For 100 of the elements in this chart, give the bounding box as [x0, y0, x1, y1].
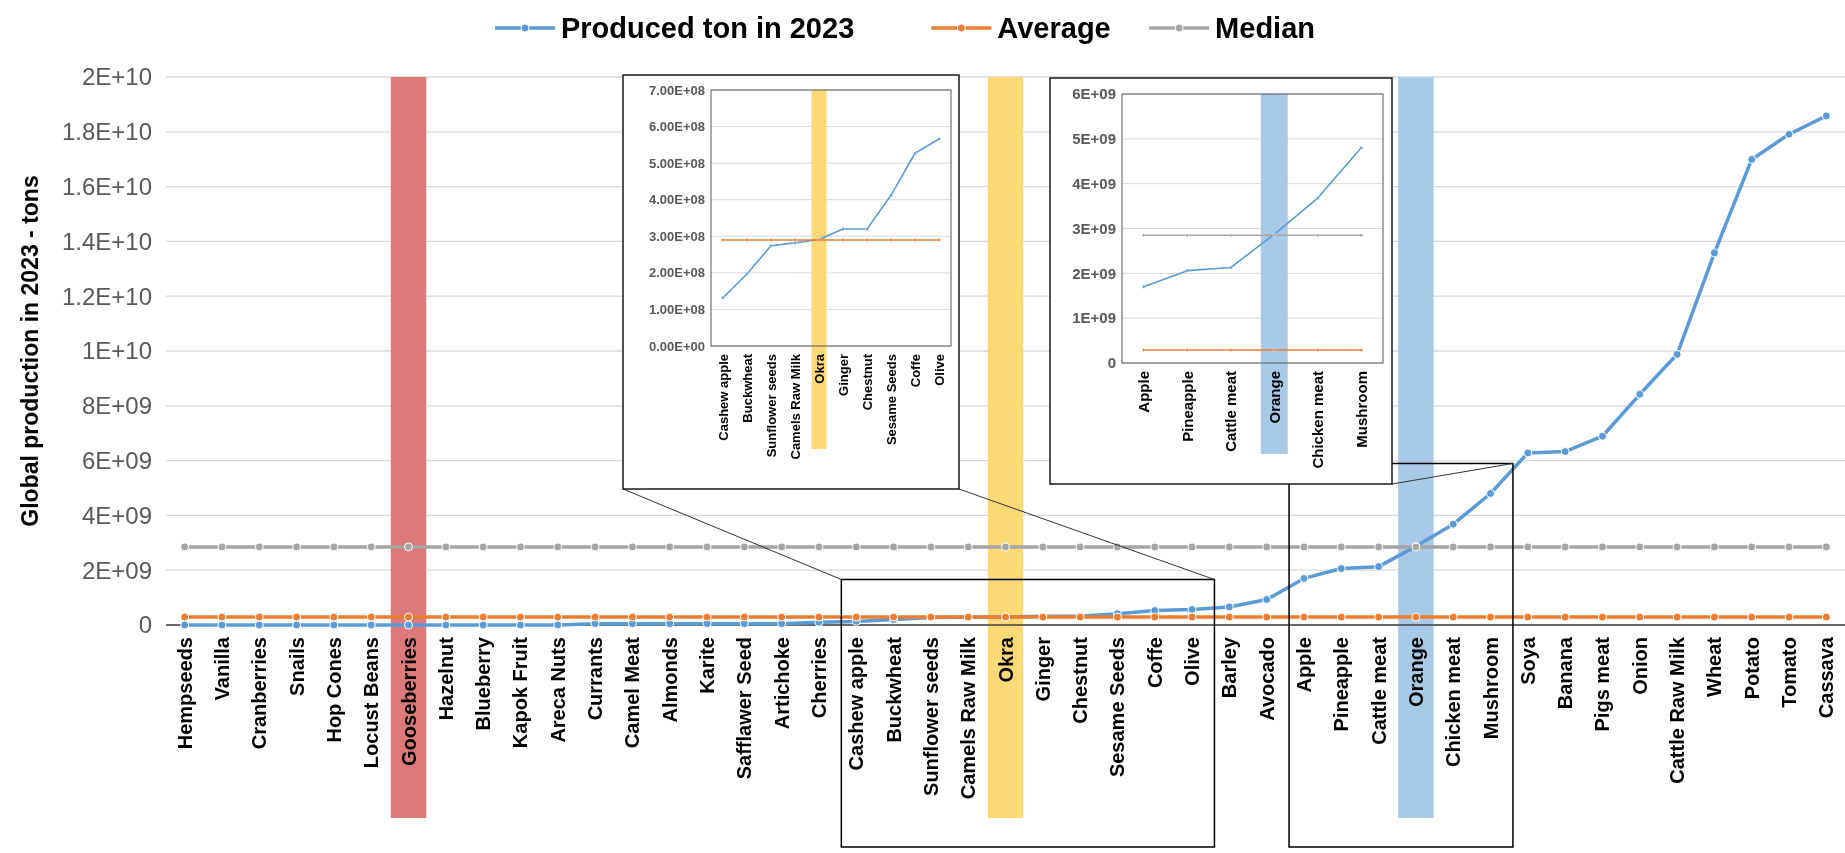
point [1224, 602, 1234, 612]
x-tick-label: Coffe [1143, 637, 1166, 689]
point [1821, 542, 1831, 552]
point [1635, 612, 1645, 622]
point [1075, 542, 1085, 552]
y-tick-label: 0.00E+00 [648, 338, 705, 354]
x-tick-label: Cherries [807, 637, 830, 719]
point [478, 542, 488, 552]
y-tick-label: 2E+09 [1072, 264, 1116, 282]
y-tick-label: 7.00E+08 [648, 82, 705, 98]
x-tick-label: Sunflower seeds [763, 354, 779, 458]
point [1411, 612, 1421, 622]
x-tick-label: Kapok Fruit [509, 636, 532, 749]
point [217, 620, 227, 630]
x-tick-label: Ginger [1031, 636, 1054, 702]
point [1299, 573, 1309, 583]
y-tick-label: 6E+09 [81, 447, 152, 474]
point [478, 620, 488, 630]
point [1709, 542, 1719, 552]
x-tick-label: Wheat [1703, 636, 1726, 697]
point [814, 542, 824, 552]
x-tick-label: Buckwheat [882, 636, 905, 743]
point [441, 620, 451, 630]
point [515, 612, 525, 622]
point [739, 612, 749, 622]
y-tick-label: 1.00E+08 [648, 301, 705, 317]
x-tick-label: Artichoke [770, 637, 793, 730]
point [926, 542, 936, 552]
x-tick-label: Cassava [1815, 636, 1838, 719]
y-tick-label: 0 [138, 611, 152, 639]
point [627, 542, 637, 552]
point [217, 612, 227, 622]
point [1560, 542, 1570, 552]
point [590, 612, 600, 622]
point [254, 542, 264, 552]
x-tick-label: Cashew apple [845, 637, 868, 771]
y-tick-label: 1.4E+10 [61, 227, 152, 255]
point [1709, 248, 1719, 258]
point [254, 620, 264, 630]
point [180, 612, 190, 622]
point [292, 612, 302, 622]
point [1784, 129, 1794, 139]
point [1224, 612, 1234, 622]
x-tick-label: Cranberries [248, 637, 271, 750]
x-tick-label: Buckwheat [739, 353, 755, 423]
y-tick-label: 2E+09 [81, 556, 152, 584]
point [1448, 612, 1458, 622]
point [1672, 542, 1682, 552]
point [1001, 542, 1010, 552]
point [1299, 542, 1309, 552]
y-tick-label: 2.00E+08 [648, 265, 705, 281]
x-tick-label: Coffe [907, 354, 923, 388]
point [1448, 542, 1458, 552]
x-tick-label: Chestnut [859, 353, 875, 411]
y-tick-label: 1E+10 [81, 337, 152, 365]
x-tick-label: Cattle meat [1367, 636, 1390, 745]
x-tick-label: Banana [1554, 636, 1577, 710]
point [1224, 542, 1234, 552]
y-tick-label: 1.2E+10 [61, 282, 152, 310]
point [1150, 612, 1160, 622]
x-tick-label: Almonds [658, 637, 681, 723]
point [1523, 448, 1533, 458]
point [292, 620, 302, 630]
point [1486, 488, 1496, 498]
x-tick-label: Okra [811, 353, 827, 384]
x-tick-label: Tomato [1778, 637, 1801, 708]
x-tick-label: Orange [1265, 371, 1283, 424]
point [329, 612, 339, 622]
point [702, 612, 712, 622]
point [254, 612, 264, 622]
x-tick-label: Olive [931, 354, 947, 386]
x-tick-label: Cattle Raw Milk [1666, 636, 1689, 784]
point [777, 542, 787, 552]
y-axis-title: Global production in 2023 - tons [17, 175, 43, 527]
point [1672, 349, 1682, 359]
point [1336, 612, 1346, 622]
x-tick-label: Camels Raw Milk [787, 353, 803, 460]
point [515, 620, 525, 630]
point [217, 542, 227, 552]
x-tick-label: Camel Meat [621, 636, 644, 749]
y-tick-label: 2E+10 [81, 63, 152, 91]
point [1747, 612, 1757, 622]
point [1262, 595, 1272, 605]
point [1597, 612, 1607, 622]
point [702, 542, 712, 552]
point [366, 542, 376, 552]
x-tick-label: Soya [1516, 636, 1539, 685]
y-tick-label: 5E+09 [1072, 130, 1116, 148]
point [553, 620, 563, 630]
x-tick-label: Barley [1218, 636, 1241, 699]
point [777, 612, 787, 622]
point [1486, 612, 1496, 622]
point [1597, 431, 1607, 441]
point [1150, 542, 1160, 552]
legend-label: Median [1215, 12, 1316, 45]
point [553, 612, 563, 622]
point [1486, 542, 1496, 552]
point [1672, 612, 1682, 622]
y-tick-label: 4E+09 [81, 501, 152, 529]
point [851, 612, 861, 622]
